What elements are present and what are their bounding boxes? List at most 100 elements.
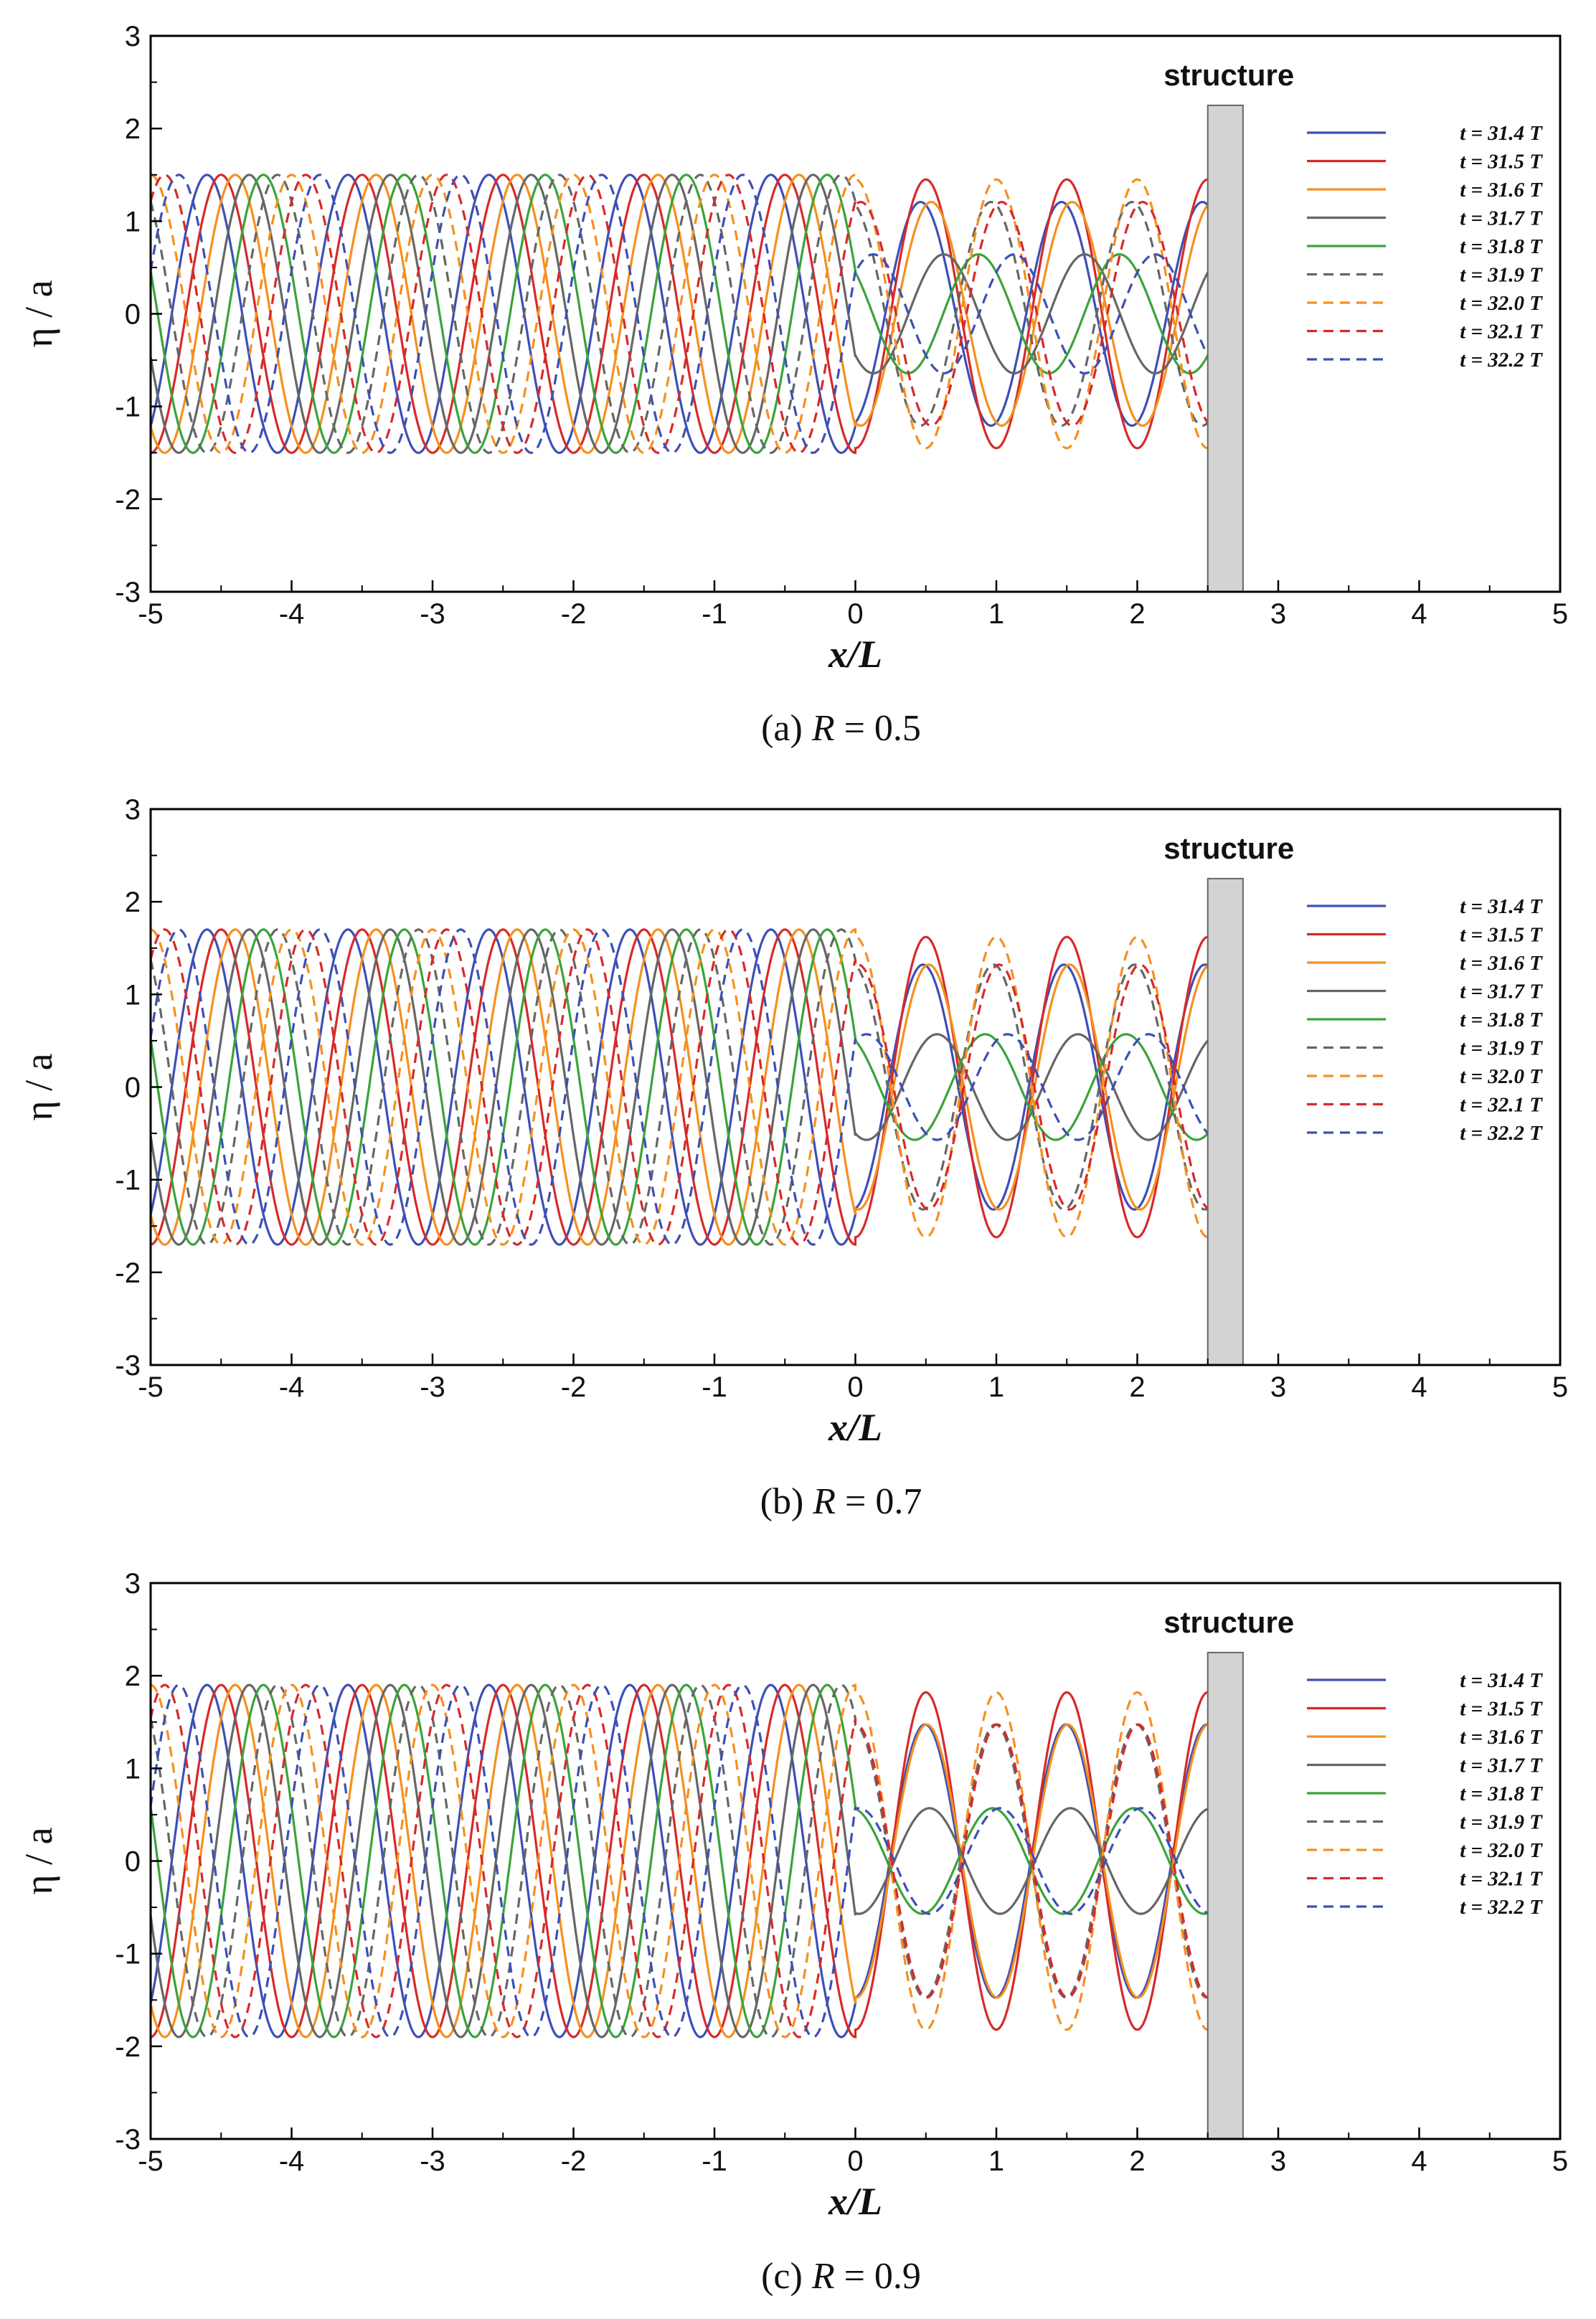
x-tick-label: 0 [847,1371,863,1403]
legend: t = 31.4 T t = 31.5 T t = 31.6 T t = 31.7 T… [1307,1669,1543,1919]
legend-entry-0: t = 31.4 T [1460,895,1543,918]
x-tick-label: -5 [138,1371,164,1403]
series-line-8 [151,174,1209,454]
legend-entry-6: t = 32.0 T [1460,1065,1543,1088]
x-tick-label: 0 [847,2145,863,2177]
legend-entry-1: t = 31.5 T [1460,151,1543,174]
legend-entry-7: t = 32.1 T [1460,1094,1543,1117]
x-tick-label: 5 [1552,1371,1568,1403]
series-line-5 [151,928,1209,1246]
y-axis-label: η / a [17,280,60,347]
legend: t = 31.4 T t = 31.5 T t = 31.6 T t = 31.7 T… [1307,895,1543,1145]
caption-variable: R [811,2256,835,2297]
structure-label: structure [1163,1605,1294,1639]
y-tick-label: 1 [125,979,141,1011]
series-line-7 [151,1683,1209,2039]
structure-block [1207,104,1244,592]
y-axis-label: η / a [17,1827,60,1894]
curves [151,1683,1209,2039]
caption-value: = 0.7 [836,1481,922,1522]
series-line-1 [151,928,1208,1246]
legend-entry-1: t = 31.5 T [1460,1698,1543,1721]
x-tick-label: 1 [988,598,1004,630]
y-tick-label: 3 [125,21,141,52]
y-tick-label: 0 [125,299,141,331]
y-tick-label: -2 [115,484,141,516]
x-tick-label: 2 [1129,1371,1145,1403]
legend-entry-5: t = 31.9 T [1460,1037,1543,1060]
caption-variable: R [811,708,835,749]
y-tick-label: -1 [115,1165,141,1196]
caption-value: = 0.9 [835,2256,921,2297]
legend-entry-6: t = 32.0 T [1460,292,1543,315]
y-tick-label: -2 [115,2031,141,2063]
x-tick-label: -4 [279,2145,305,2177]
x-axis-label: x/L [828,1406,882,1449]
y-tick-label: 2 [125,887,141,918]
series-line-2 [151,174,1209,454]
legend-entry-1: t = 31.5 T [1460,924,1543,947]
x-tick-label: 4 [1411,2145,1427,2177]
x-tick-label: 5 [1552,2145,1568,2177]
y-tick-label: -3 [115,2124,141,2155]
caption-variable: R [812,1481,836,1522]
caption-prefix: (a) [761,708,812,749]
legend-entry-8: t = 32.2 T [1460,349,1543,372]
series-line-1 [151,1683,1208,2039]
panel-b: structure -5 -4 -3 -2 -1 0 1 2 3 4 5 3 2 1 0 -1 -2 -3 x/L η … [17,794,1568,1522]
structure-block [1207,877,1244,1366]
legend-entry-0: t = 31.4 T [1460,1669,1543,1692]
y-tick-label: 0 [125,1072,141,1104]
legend-entry-7: t = 32.1 T [1460,1868,1543,1891]
legend: t = 31.4 T t = 31.5 T t = 31.6 T t = 31.7 T… [1307,122,1543,372]
y-tick-label: 3 [125,794,141,826]
x-tick-label: -3 [420,598,445,630]
series-line-1 [151,174,1208,455]
legend-entry-2: t = 31.6 T [1460,179,1543,202]
y-tick-label: -3 [115,1350,141,1382]
y-tick-label: -1 [115,392,141,423]
legend-entry-2: t = 31.6 T [1460,952,1543,975]
legend-entry-4: t = 31.8 T [1460,235,1543,258]
caption-prefix: (c) [761,2256,812,2297]
caption-prefix: (b) [760,1481,813,1522]
structure-block [1207,1651,1244,2140]
x-tick-label: 2 [1129,2145,1145,2177]
panel-a: structure -5 -4 -3 -2 -1 0 1 2 3 4 5 3 2 1 0 -1 -2 -3 x/L η … [17,21,1568,749]
legend-entry-5: t = 31.9 T [1460,1811,1543,1834]
plot-frame [149,1582,1562,2140]
x-tick-label: 5 [1552,598,1568,630]
x-tick-label: -2 [561,2145,587,2177]
x-tick-label: 1 [988,1371,1004,1403]
series-line-3 [151,1683,1209,2039]
x-tick-label: 4 [1411,598,1427,630]
legend-entry-6: t = 32.0 T [1460,1839,1543,1862]
series-line-6 [151,928,1208,1246]
series-line-8 [151,928,1209,1246]
x-tick-label: 4 [1411,1371,1427,1403]
legend-entry-4: t = 31.8 T [1460,1009,1543,1031]
x-tick-label: 0 [847,598,863,630]
x-tick-label: -4 [279,1371,305,1403]
series-line-6 [151,174,1208,454]
legend-entry-0: t = 31.4 T [1460,122,1543,145]
y-axis-label: η / a [17,1053,60,1120]
plot-frame [149,808,1562,1366]
panel-caption: (c) R = 0.9 [761,2256,921,2297]
legend-entry-3: t = 31.7 T [1460,1754,1543,1777]
x-tick-label: 3 [1270,598,1286,630]
series-line-2 [151,928,1209,1246]
x-tick-label: -4 [279,598,305,630]
x-tick-label: 3 [1270,1371,1286,1403]
legend-entry-3: t = 31.7 T [1460,981,1543,1003]
x-tick-label: -3 [420,1371,445,1403]
panel-caption: (b) R = 0.7 [760,1481,922,1522]
legend-entry-8: t = 32.2 T [1460,1896,1543,1919]
panel-c: structure -5 -4 -3 -2 -1 0 1 2 3 4 5 3 2 1 0 -1 -2 -3 x/L η … [17,1568,1568,2297]
x-tick-label: -1 [702,598,727,630]
x-axis-label: x/L [828,2180,882,2223]
y-tick-label: 1 [125,206,141,237]
y-tick-label: 2 [125,1661,141,1692]
y-tick-label: -3 [115,577,141,608]
